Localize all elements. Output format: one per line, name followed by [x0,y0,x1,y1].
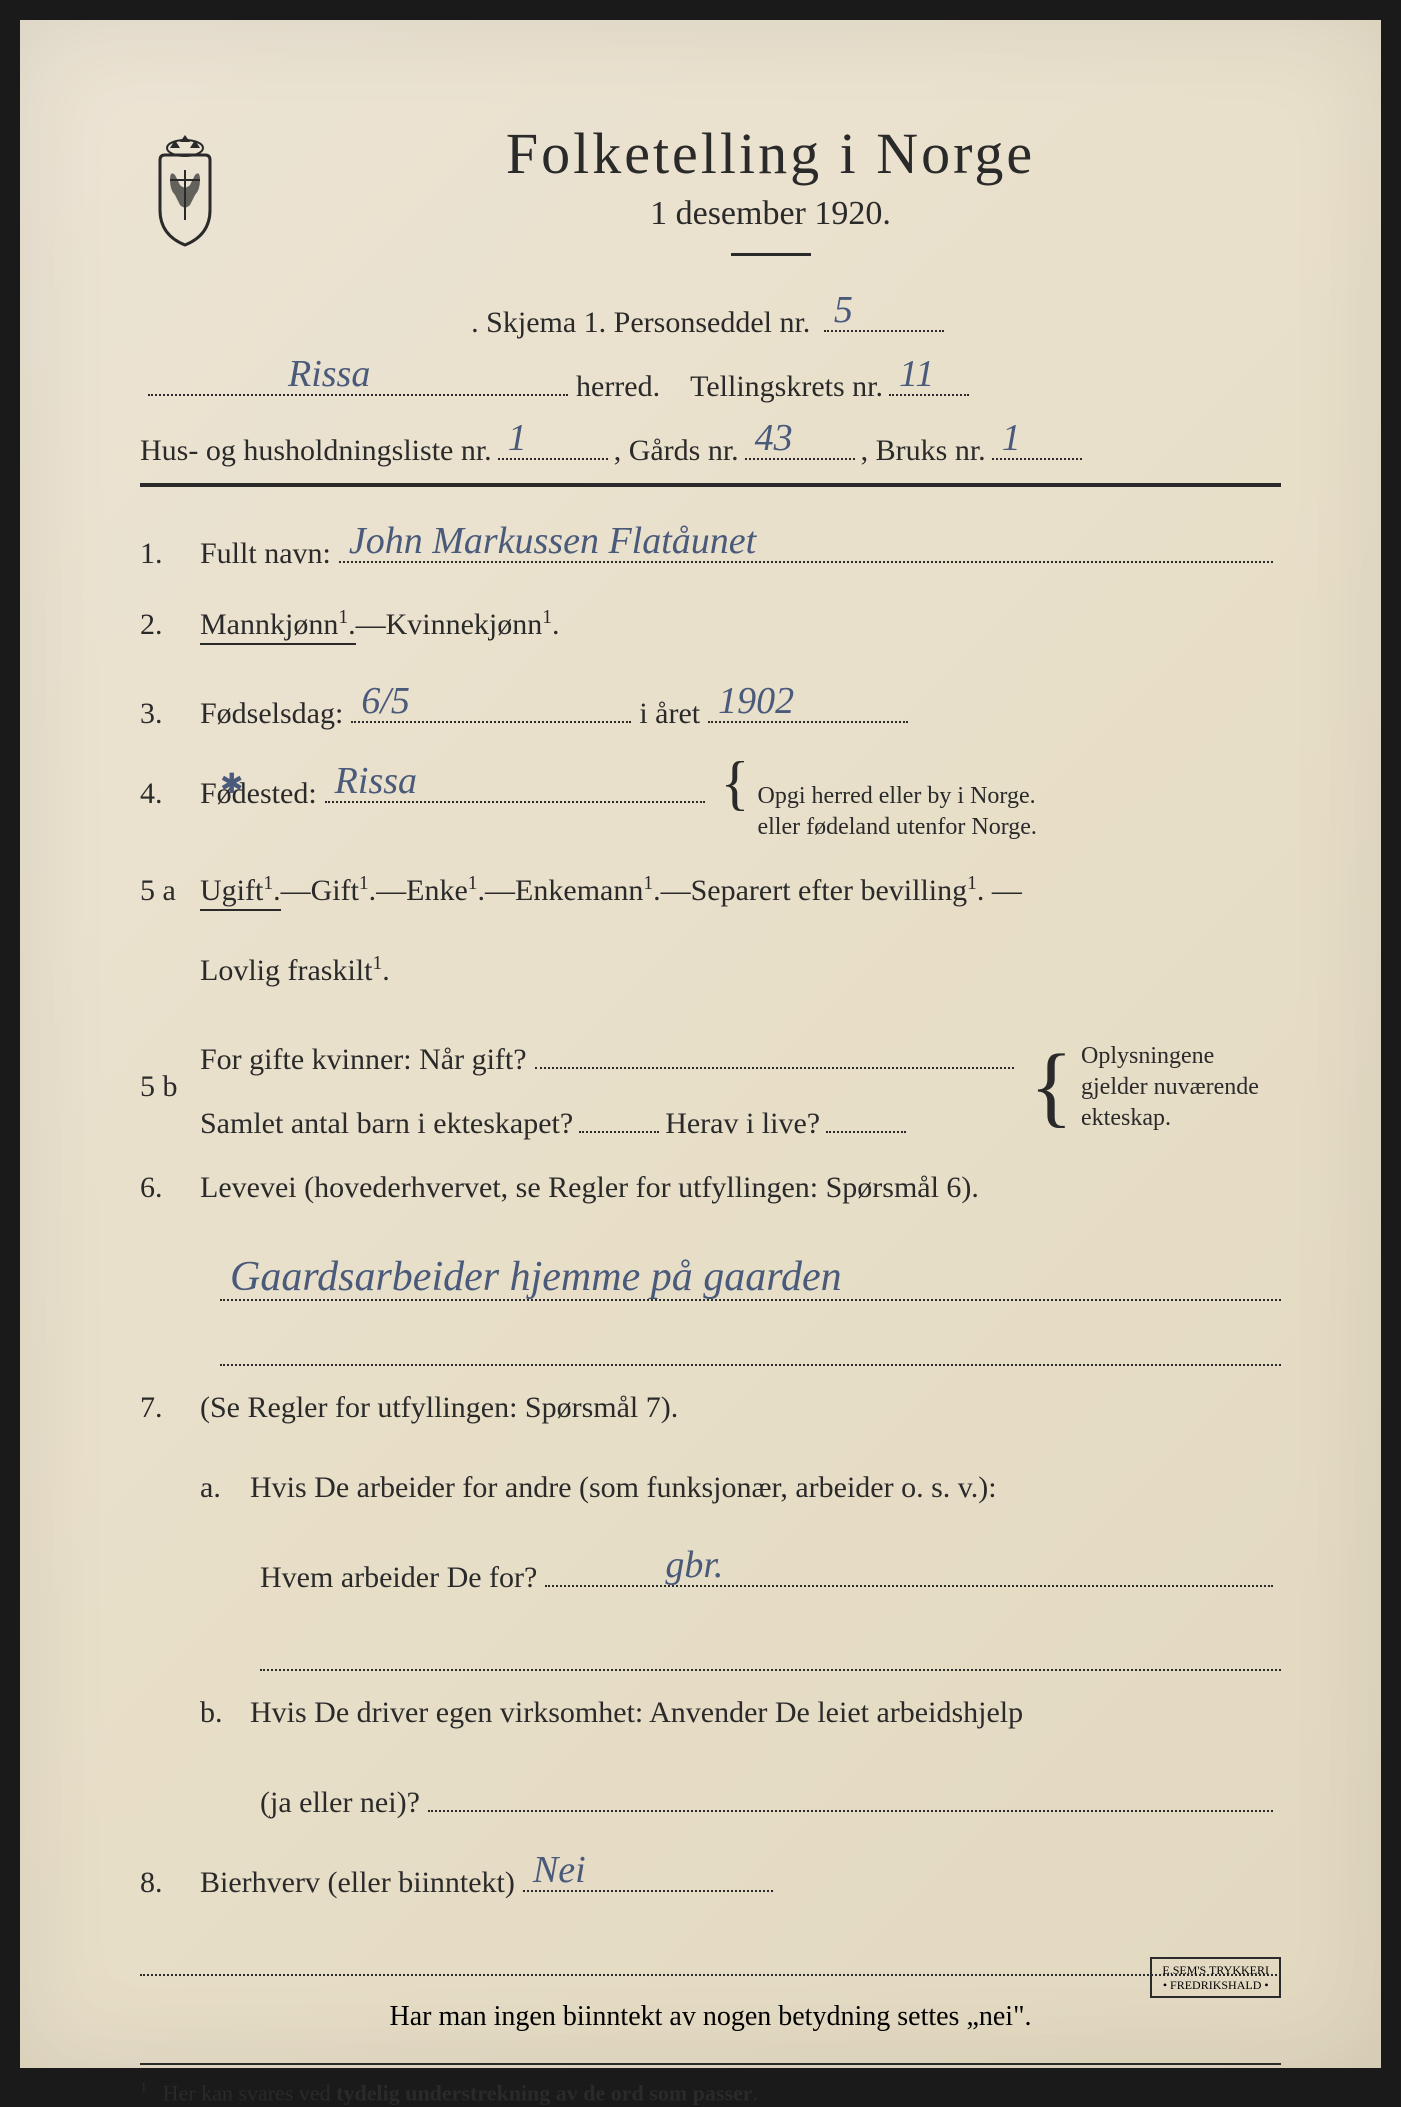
q8-row: 8. Bierhverv (eller biinntekt) Nei [140,1856,1281,1906]
q5b-label1: For gifte kvinner: Når gift? [200,1043,527,1077]
q7-num: 7. [140,1391,200,1425]
form-header: Folketelling i Norge 1 desember 1920. [140,120,1281,286]
q1-row: 1. Fullt navn: John Markussen Flatåunet [140,527,1281,577]
bruks-label: , Bruks nr. [861,434,986,468]
q7b-letter: b. [200,1696,250,1730]
q6-num: 6. [140,1171,200,1205]
tellingskrets-nr-value: 11 [899,352,934,396]
q3-day-value: 6/5 [361,679,410,723]
q7a-line2: Hvem arbeider De for? [260,1561,537,1595]
q3-year-label: i året [639,697,700,731]
footnote-divider [140,2063,1281,2065]
q4-note: Opgi herred eller by i Norge. eller føde… [757,781,1036,843]
q4-row: ✱ 4. Fødested: Rissa { Opgi herred eller… [140,767,1281,843]
gards-nr-value: 43 [755,416,793,460]
q8-empty-line [140,1936,1281,1976]
q7a-letter: a. [200,1471,250,1505]
q2-row: 2. Mannkjønn1. — Kvinnekjønn1. [140,607,1281,657]
printer-stamp: E.SEM'S TRYKKERI • FREDRIKSHALD • [1150,1957,1281,1998]
q7a-line1: Hvis De arbeider for andre (som funksjon… [250,1471,997,1505]
q7b-row2: (ja eller nei)? [260,1776,1281,1826]
q1-value: John Markussen Flatåunet [349,519,756,563]
q2-sep: — [356,608,386,642]
q5a-ugift: Ugift1. [200,873,281,911]
q3-num: 3. [140,697,200,731]
q7a-value: gbr. [665,1543,723,1587]
q8-value: Nei [533,1848,586,1892]
q3-label: Fødselsdag: [200,697,343,731]
q6-answer-line: Gaardsarbeider hjemme på gaarden [220,1251,1281,1301]
q8-label: Bierhverv (eller biinntekt) [200,1866,515,1900]
q7a-row2: Hvem arbeider De for? gbr. [260,1551,1281,1601]
q5b-row: 5 b For gifte kvinner: Når gift? Samlet … [140,1033,1281,1141]
q7b-line1: Hvis De driver egen virksomhet: Anvender… [250,1696,1023,1730]
q7b-row1: b. Hvis De driver egen virksomhet: Anven… [200,1696,1281,1746]
herred-label: herred. [576,370,660,404]
q1-label: Fullt navn: [200,537,331,571]
q5a-enke: Enke1. [406,873,485,908]
q4-label: Fødested: [200,777,317,811]
bottom-note: Har man ingen biinntekt av nogen betydni… [140,2001,1281,2033]
main-title: Folketelling i Norge [260,120,1281,187]
hus-row: Hus- og husholdningsliste nr. 1 , Gårds … [140,424,1281,468]
q5b-label2: Samlet antal barn i ekteskapet? [200,1107,573,1141]
q6-label: Levevei (hovederhvervet, se Regler for u… [200,1171,979,1205]
q7a-empty-line [260,1631,1281,1671]
title-divider [731,253,811,256]
census-form-page: Folketelling i Norge 1 desember 1920. . … [20,20,1381,2068]
personseddel-row: . Skjema 1. Personseddel nr. 5 [140,296,1281,340]
footnote: 1 Her kan svares ved tydelig understrekn… [140,2080,1281,2106]
personseddel-nr-value: 5 [834,288,853,332]
q4-num: 4. [140,777,200,811]
q7-label: (Se Regler for utfyllingen: Spørsmål 7). [200,1391,678,1425]
brace-icon: { [1030,1069,1073,1105]
herred-row: Rissa herred. Tellingskrets nr. 11 [140,360,1281,404]
bruks-nr-value: 1 [1002,416,1021,460]
q8-num: 8. [140,1866,200,1900]
tellingskrets-label: Tellingskrets nr. [690,370,883,404]
skjema-label: . Skjema 1. Personseddel nr. [471,306,810,339]
q5a-row2: Lovlig fraskilt1. [200,953,1281,1003]
q5a-gift: Gift1. [311,873,377,908]
q5a-row: 5 a Ugift1. — Gift1. — Enke1. — Enkemann… [140,873,1281,923]
q5a-fraskilt: Lovlig fraskilt1. [200,953,390,988]
brace-icon: { [721,768,750,798]
q3-year-value: 1902 [718,679,794,723]
q5a-num: 5 a [140,874,200,908]
q4-margin-mark: ✱ [220,767,243,801]
herred-name-value: Rissa [288,352,370,396]
q6-row: 6. Levevei (hovederhvervet, se Regler fo… [140,1171,1281,1221]
q6-value: Gaardsarbeider hjemme på gaarden [230,1253,842,1301]
q2-mann: Mannkjønn1. [200,607,356,645]
q5b-label3: Herav i live? [665,1107,820,1141]
norway-coat-of-arms-icon [140,130,230,250]
footnote-marker: 1 [140,2080,147,2096]
gards-label: , Gårds nr. [614,434,739,468]
q7-row: 7. (Se Regler for utfyllingen: Spørsmål … [140,1391,1281,1441]
q6-empty-line [220,1326,1281,1366]
q7b-line2: (ja eller nei)? [260,1786,420,1820]
q7a-row1: a. Hvis De arbeider for andre (som funks… [200,1471,1281,1521]
header-divider [140,483,1281,487]
q2-num: 2. [140,608,200,642]
footnote-text: Her kan svares ved tydelig understreknin… [163,2081,758,2106]
title-block: Folketelling i Norge 1 desember 1920. [260,120,1281,286]
q5a-enkemann: Enkemann1. [515,873,661,908]
hus-label: Hus- og husholdningsliste nr. [140,434,492,468]
q5b-num: 5 b [140,1070,200,1104]
q3-row: 3. Fødselsdag: 6/5 i året 1902 [140,687,1281,737]
q5a-separert: Separert efter bevilling1. — [691,873,1022,908]
q4-value: Rissa [335,759,417,803]
q5b-note: Oplysningene gjelder nuværende ekteskap. [1081,1041,1281,1135]
census-date: 1 desember 1920. [260,195,1281,233]
hus-nr-value: 1 [508,416,527,460]
q1-num: 1. [140,537,200,571]
q2-kvinne: Kvinnekjønn1. [386,607,560,642]
